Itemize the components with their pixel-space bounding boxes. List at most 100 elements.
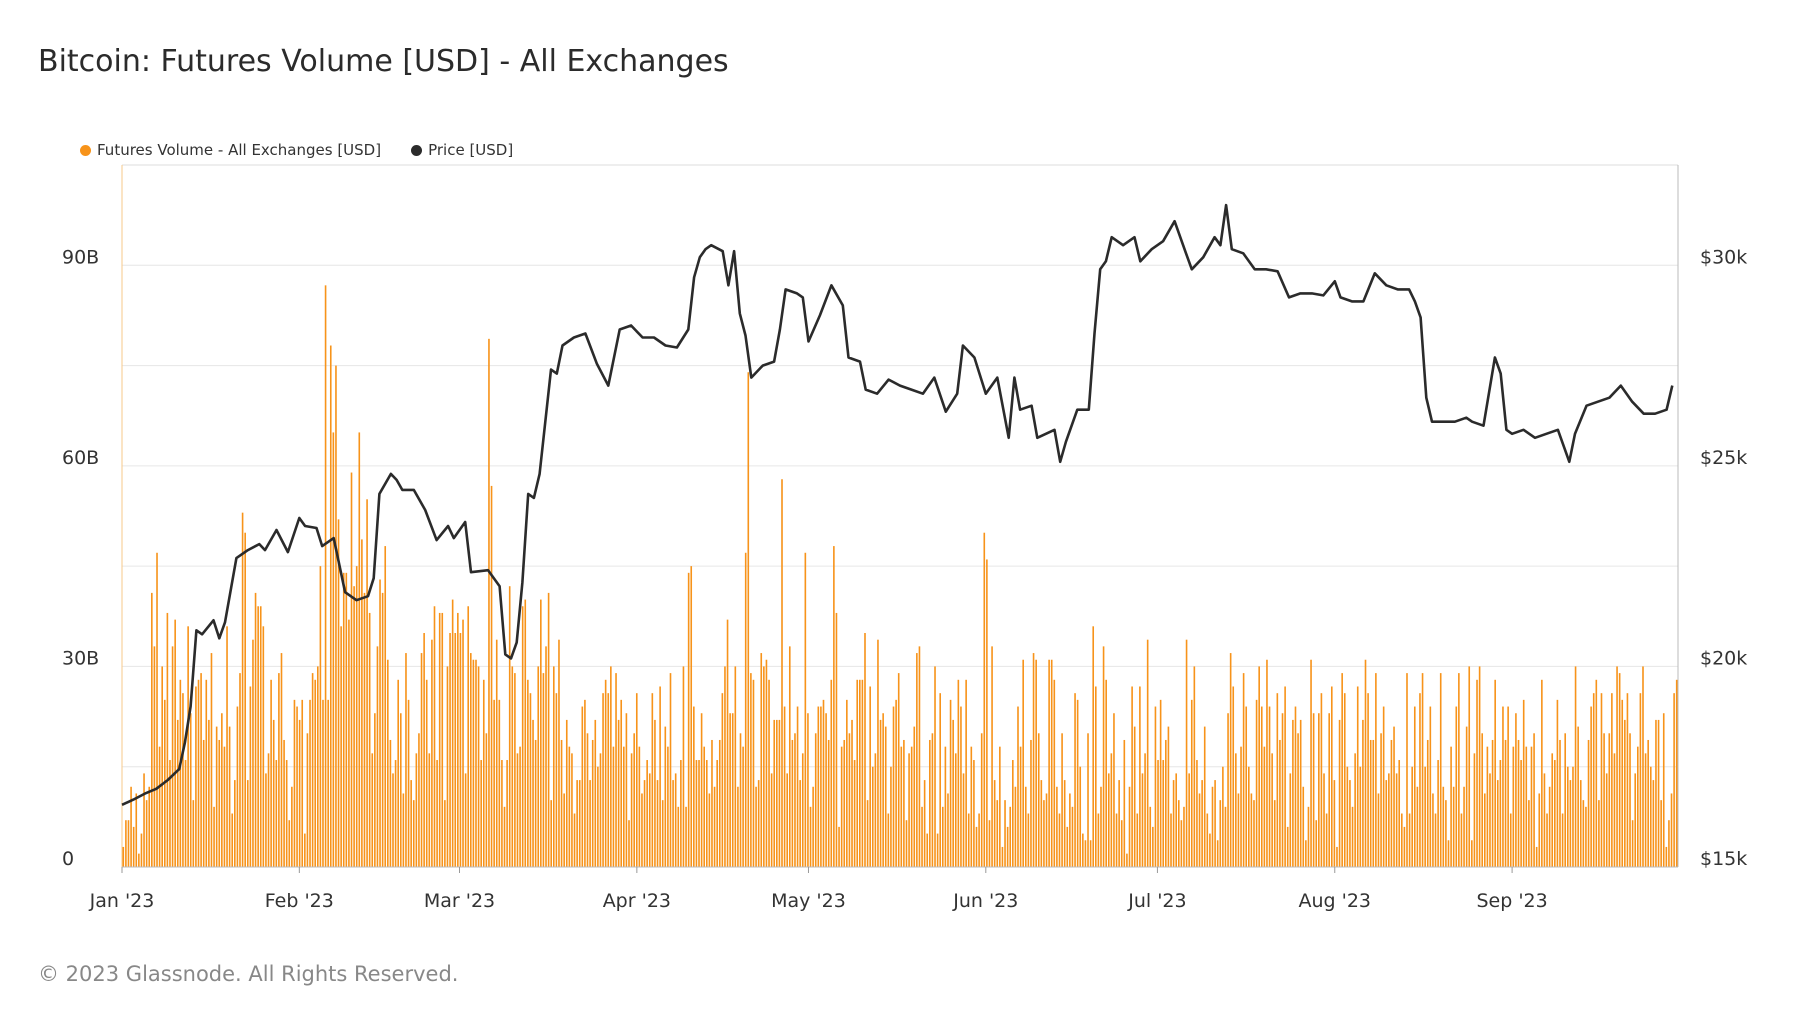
- volume-bar: [1458, 673, 1460, 867]
- volume-bar: [1289, 773, 1292, 867]
- volume-bar: [1001, 846, 1004, 867]
- volume-bar: [573, 813, 576, 867]
- volume-bar: [550, 800, 552, 867]
- volume-bar: [262, 626, 265, 867]
- volume-bar: [1069, 793, 1071, 867]
- volume-bar: [848, 733, 851, 867]
- volume-bar: [674, 773, 677, 867]
- volume-bar: [739, 733, 742, 867]
- volume-bar: [208, 719, 210, 867]
- volume-bar: [1512, 746, 1515, 867]
- volume-bar: [672, 780, 674, 867]
- legend-item-volume[interactable]: Futures Volume - All Exchanges [USD]: [80, 141, 381, 159]
- x-tick-label: Sep '23: [1476, 890, 1547, 912]
- volume-bar: [278, 673, 280, 867]
- volume-bar: [425, 679, 428, 867]
- volume-bar: [1590, 706, 1592, 867]
- volume-bar: [726, 619, 729, 867]
- volume-bar: [1406, 673, 1408, 867]
- volume-bar: [742, 746, 744, 867]
- volume-bar: [1356, 686, 1359, 867]
- volume-bar: [1481, 733, 1484, 867]
- volume-bar: [768, 679, 770, 867]
- volume-bar: [1299, 719, 1302, 867]
- volume-bar: [306, 733, 309, 867]
- volume-bar: [475, 659, 477, 867]
- volume-bar: [1673, 693, 1675, 867]
- volume-bar: [1522, 699, 1525, 867]
- volume-bar: [184, 760, 187, 867]
- volume-bar: [871, 766, 874, 867]
- volume-bar: [506, 760, 508, 867]
- volume-bar: [1279, 739, 1281, 867]
- volume-bar: [1398, 760, 1401, 867]
- volume-bar: [581, 706, 584, 867]
- volume-bar: [272, 719, 275, 867]
- volume-bar: [695, 760, 698, 867]
- volume-bar: [1312, 713, 1315, 867]
- volume-bar: [960, 706, 962, 867]
- volume-bar: [228, 726, 231, 867]
- right-tick-label: $20k: [1700, 647, 1747, 669]
- volume-bar: [1585, 806, 1587, 867]
- volume-bar: [337, 519, 340, 867]
- volume-bar: [329, 345, 332, 867]
- volume-bar: [498, 699, 501, 867]
- volume-bar: [807, 713, 809, 867]
- volume-bar: [1611, 693, 1613, 867]
- volume-bar: [1616, 666, 1618, 867]
- volume-bar: [1644, 753, 1647, 867]
- volume-bar: [1533, 733, 1535, 867]
- volume-bar: [682, 666, 685, 867]
- volume-bar: [1626, 693, 1629, 867]
- volume-bar: [993, 780, 996, 867]
- volume-bar: [1579, 780, 1582, 867]
- volume-bar: [651, 693, 654, 867]
- volume-bar: [265, 773, 267, 867]
- volume-bar: [1214, 780, 1216, 867]
- volume-bar: [1190, 699, 1193, 867]
- volume-bar: [1017, 706, 1019, 867]
- volume-bar: [1603, 733, 1605, 867]
- volume-bar: [397, 679, 399, 867]
- volume-bar: [1074, 693, 1076, 867]
- volume-bar: [210, 653, 213, 867]
- volume-bar: [1554, 760, 1556, 867]
- volume-bar: [1608, 733, 1611, 867]
- volume-bar: [1660, 800, 1662, 867]
- volume-bar: [285, 760, 288, 867]
- volume-bar: [1548, 786, 1551, 867]
- volume-bar: [358, 432, 361, 867]
- volume-bar: [363, 592, 366, 867]
- volume-bar: [967, 813, 970, 867]
- legend-item-price[interactable]: Price [USD]: [411, 141, 513, 159]
- volume-bar: [1507, 706, 1509, 867]
- volume-bar: [1665, 846, 1668, 867]
- volume-bar: [459, 633, 462, 867]
- volume-bar: [1338, 719, 1341, 867]
- volume-bar: [132, 826, 135, 867]
- volume-bar: [1094, 686, 1097, 867]
- volume-bar: [1107, 773, 1110, 867]
- volume-bar: [542, 673, 545, 867]
- volume-bar: [511, 666, 514, 867]
- volume-bar: [1564, 733, 1566, 867]
- volume-bar: [1582, 800, 1585, 867]
- volume-bar: [1183, 806, 1185, 867]
- volume-bar: [957, 679, 960, 867]
- volume-bar: [734, 666, 737, 867]
- volume-bar: [1126, 853, 1128, 867]
- volume-bar: [1530, 746, 1533, 867]
- volume-bar: [1375, 673, 1377, 867]
- volume-bar: [1307, 806, 1310, 867]
- x-axis: Jan '23 Feb '23 Mar '23 Apr '23 May '23 Jun '…: [89, 867, 1548, 912]
- volume-bar: [1637, 746, 1639, 867]
- volume-bar: [638, 746, 641, 867]
- volume-bar: [752, 679, 755, 867]
- volume-bar: [680, 760, 682, 867]
- volume-bar: [586, 733, 589, 867]
- volume-bar: [884, 726, 887, 867]
- volume-bar: [615, 673, 617, 867]
- volume-bar: [1120, 820, 1123, 867]
- volume-bar: [830, 679, 833, 867]
